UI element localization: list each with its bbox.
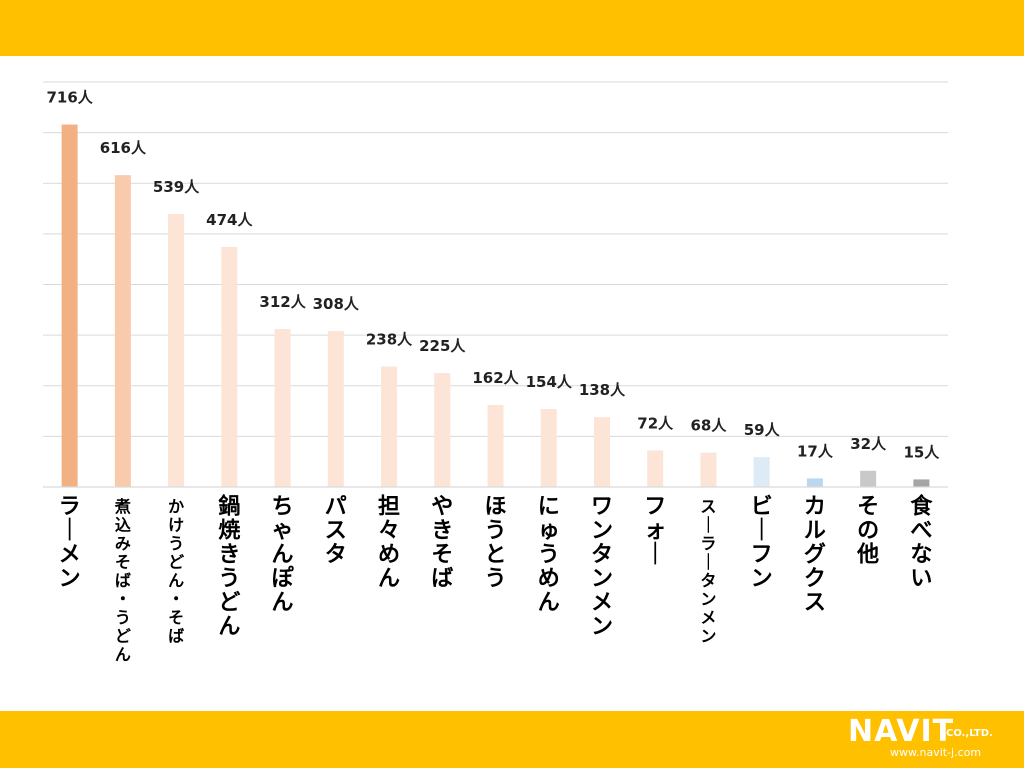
category-label: ス｜ラ｜タンメン (700, 497, 716, 646)
data-label: 32人 (850, 435, 887, 453)
bar (753, 457, 770, 487)
data-label: 162人 (472, 369, 519, 387)
bar (327, 331, 344, 487)
bar (806, 478, 823, 487)
data-label: 474人 (206, 211, 253, 229)
data-label: 15人 (903, 443, 940, 461)
bar (114, 175, 131, 487)
category-label: にゅうめん (538, 494, 560, 615)
bar (913, 479, 930, 487)
category-label: 食べない (910, 493, 933, 591)
data-label: 312人 (259, 293, 306, 311)
data-label: 17人 (797, 442, 834, 460)
data-label: 238人 (366, 331, 413, 349)
data-label: 154人 (526, 373, 573, 391)
category-label: やきそば (431, 494, 453, 591)
bar (274, 329, 291, 487)
category-label: その他 (856, 494, 879, 567)
bar (540, 409, 557, 487)
data-label: 716人 (46, 89, 93, 107)
category-label: かけうどん・そば (168, 497, 184, 646)
data-label: 72人 (637, 415, 674, 433)
category-label: 煮込みそば・うどん (114, 497, 131, 664)
category-label: ラ｜メン (59, 494, 81, 591)
bar (593, 417, 610, 487)
bar (700, 452, 717, 487)
data-label: 225人 (419, 337, 466, 355)
category-label: ちゃんぽん (272, 494, 295, 615)
logo-suffix: CO.,LTD. (946, 728, 993, 739)
bar (221, 247, 238, 487)
logo-url: www.navit-j.com (890, 746, 982, 759)
logo-name: NAVIT (848, 714, 955, 749)
data-label: 59人 (744, 421, 781, 439)
company-logo: NAVIT CO.,LTD. www.navit-j.com (848, 714, 1020, 764)
data-label: 539人 (153, 178, 200, 196)
category-label: カルグクス (804, 494, 826, 615)
bar (61, 124, 78, 488)
footer-band (0, 711, 1024, 768)
category-label: ほうとう (484, 494, 506, 591)
category-label: パスタ (325, 494, 347, 567)
category-label: 鍋焼きうどん (218, 493, 240, 639)
category-label: ワンタンメン (591, 494, 613, 639)
header-band (0, 0, 1024, 56)
bar (487, 404, 504, 487)
bar (168, 214, 185, 487)
bar (434, 373, 451, 487)
bar (381, 366, 398, 487)
category-label: フォ｜ (644, 494, 666, 567)
data-label: 138人 (579, 381, 626, 399)
bar (860, 470, 877, 487)
data-label: 616人 (100, 139, 147, 157)
bar (647, 450, 664, 487)
category-label: 担々めん (378, 494, 400, 591)
category-label: ビ｜フン (751, 494, 773, 591)
data-label: 308人 (313, 295, 360, 313)
data-label: 68人 (691, 417, 728, 435)
